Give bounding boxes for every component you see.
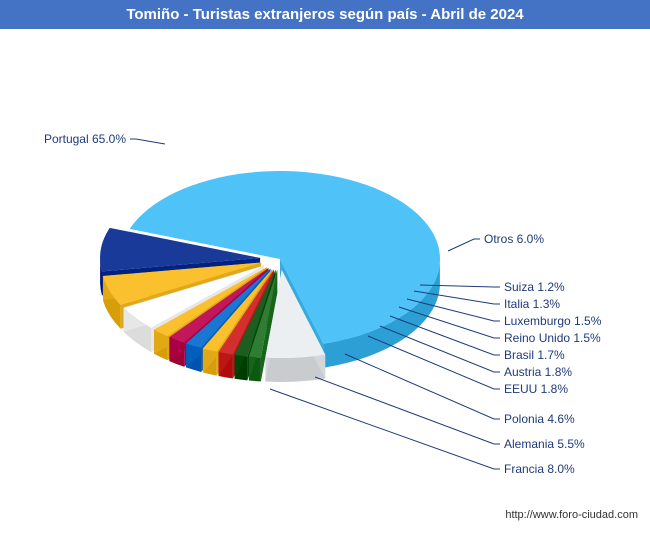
chart-title: Tomiño - Turistas extranjeros según país…: [0, 0, 650, 29]
slice-label-brasil: Brasil 1.7%: [504, 348, 565, 362]
slice-label-italia: Italia 1.3%: [504, 297, 560, 311]
leader-line: [345, 354, 500, 419]
slice-label-otros: Otros 6.0%: [484, 232, 544, 246]
slice-label-portugal: Portugal 65.0%: [44, 132, 126, 146]
slice-label-polonia: Polonia 4.6%: [504, 412, 575, 426]
slice-label-alemania: Alemania 5.5%: [504, 437, 585, 451]
leader-line: [368, 336, 500, 389]
slice-label-luxemburgo: Luxemburgo 1.5%: [504, 314, 602, 328]
pie-chart: Portugal 65.0% Otros 6.0% Suiza 1.2% Italia…: [0, 29, 650, 529]
slice-label-austria: Austria 1.8%: [504, 365, 572, 379]
slice-label-reino-unido: Reino Unido 1.5%: [504, 331, 601, 345]
slice-label-francia: Francia 8.0%: [504, 462, 575, 476]
leader-line: [130, 139, 165, 144]
slice-label-eeuu: EEUU 1.8%: [504, 382, 568, 396]
slice-label-suiza: Suiza 1.2%: [504, 280, 565, 294]
leader-line: [448, 239, 480, 251]
leader-line: [315, 377, 500, 444]
leader-line: [270, 389, 500, 469]
footer-url: http://www.foro-ciudad.com: [505, 509, 638, 521]
